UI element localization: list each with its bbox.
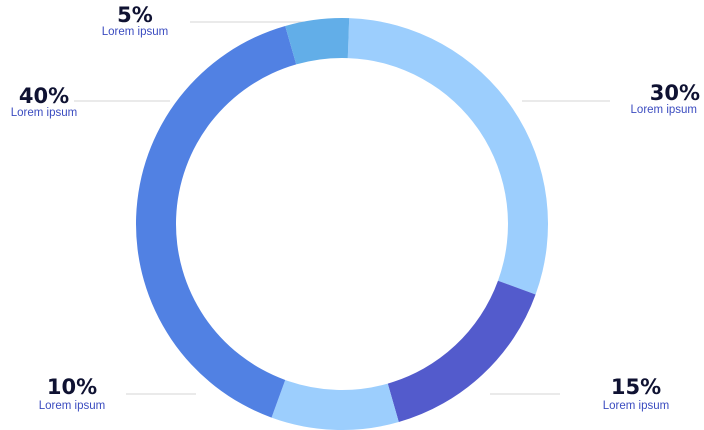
slice-value-label-5: 5% bbox=[117, 3, 153, 27]
slice-category-label-1: Lorem ipsum bbox=[631, 104, 697, 116]
slice-category-label-3: Lorem ipsum bbox=[39, 400, 105, 412]
slice-value-label-3: 10% bbox=[47, 375, 97, 399]
donut-slices bbox=[136, 18, 548, 430]
slice-value-label-4: 40% bbox=[19, 84, 69, 108]
slice-category-label-2: Lorem ipsum bbox=[603, 400, 669, 412]
slice-value-label-1: 30% bbox=[650, 81, 700, 105]
leader-lines bbox=[74, 21, 610, 395]
donut-slice-4 bbox=[136, 25, 297, 418]
donut-slice-3 bbox=[271, 379, 399, 430]
slice-category-label-5: Lorem ipsum bbox=[102, 26, 168, 38]
donut-slice-1 bbox=[347, 18, 548, 295]
donut-slice-2 bbox=[387, 280, 536, 423]
donut-slice-5 bbox=[285, 18, 350, 65]
slice-category-label-4: Lorem ipsum bbox=[11, 107, 77, 119]
slice-value-label-2: 15% bbox=[611, 375, 661, 399]
